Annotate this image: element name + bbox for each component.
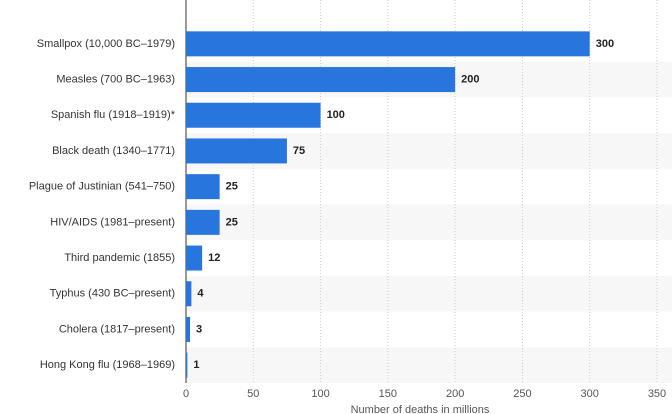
value-label: 200 [461,73,479,85]
x-tick-label: 150 [379,388,397,400]
row-stripe [186,275,672,312]
bar [186,209,220,235]
bar [186,102,321,128]
y-tick-label: Third pandemic (1855) [64,252,175,264]
y-tick-label: Smallpox (10,000 BC–1979) [37,38,175,50]
row-stripe [186,204,672,241]
bar [186,316,191,342]
x-tick-label: 200 [446,388,464,400]
value-label: 12 [208,252,220,264]
value-label: 25 [226,216,238,228]
y-tick-label: Black death (1340–1771) [52,145,175,157]
value-label: 3 [196,323,202,335]
x-axis-label: Number of deaths in millions [351,404,490,414]
value-label: 4 [197,288,204,300]
x-tick-label: 100 [311,388,329,400]
bar [186,281,192,307]
y-tick-label: Plague of Justinian (541–750) [29,181,175,193]
y-tick-label: Hong Kong flu (1968–1969) [40,359,175,371]
y-tick-label: Cholera (1817–present) [59,323,175,335]
bar [186,138,287,164]
y-tick-label: Spanish flu (1918–1919)* [51,109,176,121]
bar [186,31,590,57]
value-label: 300 [596,38,614,50]
value-label: 75 [293,145,305,157]
x-tick-label: 0 [183,388,189,400]
x-tick-label: 350 [648,388,666,400]
row-stripe [186,347,672,383]
value-label: 1 [193,359,199,371]
bar [186,352,188,378]
y-tick-label: Measles (700 BC–1963) [56,73,175,85]
bar [186,67,456,93]
value-label: 100 [327,109,345,121]
x-tick-label: 300 [581,388,599,400]
value-label: 25 [226,181,238,193]
bar [186,174,220,200]
bar [186,245,203,271]
x-tick-label: 50 [247,388,259,400]
y-tick-label: Typhus (430 BC–present) [50,288,175,300]
y-tick-label: HIV/AIDS (1981–present) [50,216,175,228]
x-tick-label: 250 [513,388,531,400]
